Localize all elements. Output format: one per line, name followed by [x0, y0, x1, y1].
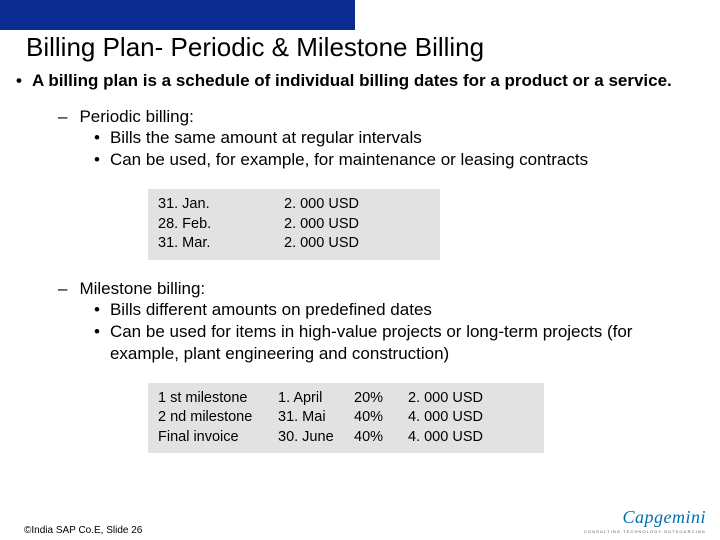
table-cell: 31. Mai: [278, 408, 354, 428]
table-cell: 2. 000 USD: [408, 389, 534, 409]
periodic-point-1: Bills the same amount at regular interva…: [110, 127, 422, 149]
periodic-point-2: Can be used, for example, for maintenanc…: [110, 149, 588, 171]
bullet-icon: [94, 149, 100, 171]
table-cell: 1. April: [278, 389, 354, 409]
table-cell: 40%: [354, 408, 408, 428]
milestone-section: Milestone billing:: [58, 278, 704, 300]
table-cell: 31. Mar.: [158, 234, 284, 254]
table-cell: 40%: [354, 428, 408, 448]
logo: Capgemini CONSULTING.TECHNOLOGY.OUTSOURC…: [584, 507, 706, 534]
milestone-point-2: Can be used for items in high-value proj…: [110, 321, 704, 365]
periodic-table: 31. Jan. 2. 000 USD 28. Feb. 2. 000 USD …: [148, 189, 440, 260]
table-cell: Final invoice: [158, 428, 278, 448]
table-cell: 4. 000 USD: [408, 408, 534, 428]
table-cell: 2. 000 USD: [284, 234, 430, 254]
accent-bar: [0, 0, 355, 30]
table-cell: 2 nd milestone: [158, 408, 278, 428]
periodic-points: Bills the same amount at regular interva…: [94, 127, 704, 171]
footer-text: ©India SAP Co.E, Slide 26: [24, 525, 142, 536]
logo-brand: Capgemini: [584, 507, 706, 528]
milestone-points: Bills different amounts on predefined da…: [94, 299, 704, 364]
bullet-icon: [94, 127, 100, 149]
slide-title: Billing Plan- Periodic & Milestone Billi…: [26, 32, 720, 63]
bullet-icon: [94, 299, 100, 321]
table-cell: 4. 000 USD: [408, 428, 534, 448]
dash-icon: [58, 106, 67, 128]
table-cell: 2. 000 USD: [284, 195, 430, 215]
table-cell: 30. June: [278, 428, 354, 448]
dash-icon: [58, 278, 67, 300]
slide-footer: ©India SAP Co.E, Slide 26: [24, 525, 142, 536]
table-cell: 1 st milestone: [158, 389, 278, 409]
slide: { "accent_bar_color": "#0b2b91", "title"…: [0, 0, 720, 540]
intro-bullet: • A billing plan is a schedule of indivi…: [16, 71, 704, 92]
table-cell: 2. 000 USD: [284, 215, 430, 235]
milestone-table: 1 st milestone 1. April 20% 2. 000 USD 2…: [148, 383, 544, 454]
bullet-icon: •: [16, 71, 22, 92]
bullet-icon: [94, 321, 100, 365]
intro-text: A billing plan is a schedule of individu…: [32, 71, 672, 92]
periodic-heading: Periodic billing:: [79, 106, 193, 128]
table-cell: 20%: [354, 389, 408, 409]
logo-tagline: CONSULTING.TECHNOLOGY.OUTSOURCING: [584, 529, 706, 534]
slide-body: • A billing plan is a schedule of indivi…: [16, 71, 704, 453]
milestone-heading: Milestone billing:: [79, 278, 205, 300]
table-cell: 31. Jan.: [158, 195, 284, 215]
periodic-section: Periodic billing:: [58, 106, 704, 128]
milestone-point-1: Bills different amounts on predefined da…: [110, 299, 432, 321]
table-cell: 28. Feb.: [158, 215, 284, 235]
